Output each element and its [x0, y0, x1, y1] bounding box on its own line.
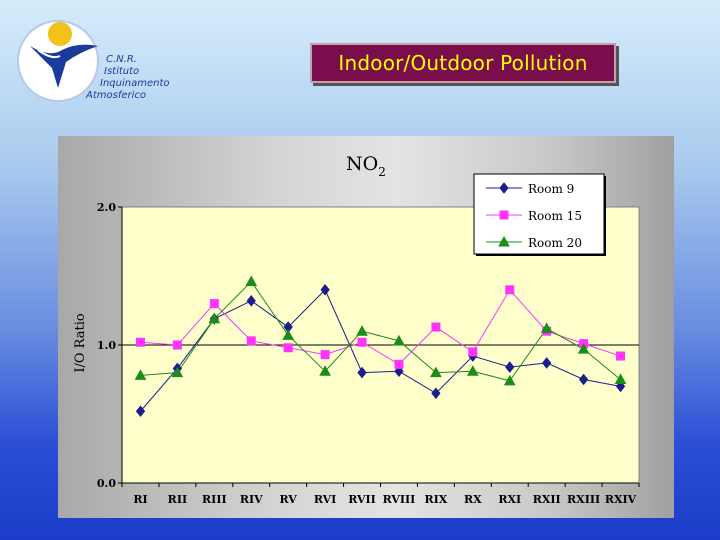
- logo-emblem-icon: [17, 20, 99, 102]
- x-tick-label: RXIII: [567, 493, 600, 506]
- x-tick-label: RII: [168, 493, 187, 506]
- data-point-room-20: [245, 275, 258, 287]
- data-point-room-15: [320, 350, 330, 360]
- logo-line-2: Istituto: [104, 66, 140, 77]
- data-point-room-20: [466, 365, 479, 376]
- x-tick-label: RIX: [424, 493, 447, 506]
- series-line-room-20: [140, 280, 621, 382]
- y-tick-label: 2.0: [97, 201, 116, 214]
- x-tick-label: RXII: [533, 493, 561, 506]
- legend-marker: [498, 235, 510, 247]
- chart-panel: NO2 I/O Ratio 0.0 1.0 2.0 RI RII RIII RIV RV RVI…: [58, 136, 674, 518]
- data-point-room-20: [503, 374, 516, 386]
- data-point-room-20: [134, 369, 147, 380]
- data-point-room-20: [393, 334, 405, 346]
- no2-chart: NO2 I/O Ratio 0.0 1.0 2.0 RI RII RIII RIV RV RVI…: [73, 153, 640, 506]
- data-point-room-20: [577, 343, 590, 354]
- data-point-room-9: [578, 373, 589, 386]
- logo-line-3: Inquinamento: [100, 78, 170, 89]
- data-point-room-15: [616, 351, 626, 361]
- legend-marker: [499, 182, 509, 194]
- y-tick-label: 0.0: [97, 477, 116, 490]
- x-tick-label: RXIV: [605, 493, 637, 506]
- x-tick-label: RXI: [498, 493, 521, 506]
- legend-marker: [499, 210, 509, 220]
- data-point-room-15: [394, 359, 404, 369]
- legend-label: Room 20: [528, 236, 582, 250]
- x-tick-label: RVIII: [383, 493, 416, 506]
- x-tick-label: RVII: [348, 493, 376, 506]
- data-point-room-15: [283, 343, 293, 353]
- x-tick-label: RIV: [240, 493, 263, 506]
- data-point-room-20: [319, 365, 331, 376]
- data-point-room-20: [282, 329, 295, 340]
- x-tick-label: RVI: [314, 493, 336, 506]
- series-line-room-9: [140, 288, 621, 412]
- data-point-room-15: [505, 285, 515, 295]
- y-axis-label: I/O Ratio: [73, 313, 88, 373]
- data-point-room-20: [208, 312, 221, 324]
- data-point-room-9: [135, 405, 146, 418]
- cnr-logo: C.N.R. Istituto Inquinamento Atmosferico: [16, 16, 176, 106]
- series-line-room-15: [140, 288, 621, 365]
- logo-line-1: C.N.R.: [106, 54, 137, 65]
- legend-box: [473, 173, 605, 255]
- data-point-room-20: [171, 366, 184, 378]
- data-point-room-20: [430, 366, 442, 378]
- chart-title: NO2: [346, 153, 386, 179]
- data-point-room-9: [431, 387, 441, 400]
- data-point-room-15: [357, 337, 367, 347]
- data-point-room-20: [540, 322, 553, 333]
- data-point-room-15: [468, 347, 478, 357]
- data-point-room-15: [431, 322, 441, 332]
- y-tick-label: 1.0: [97, 339, 116, 352]
- chart-title-subscript: 2: [378, 165, 386, 179]
- slide-title: Indoor/Outdoor Pollution: [338, 51, 588, 75]
- x-tick-label: RX: [464, 493, 482, 506]
- x-tick-label: RV: [280, 493, 298, 506]
- legend-label: Room 15: [528, 209, 582, 223]
- data-point-room-9: [505, 361, 515, 373]
- data-point-room-20: [356, 325, 368, 336]
- data-point-room-9: [320, 283, 330, 296]
- logo-line-4: Atmosferico: [86, 90, 147, 101]
- data-point-room-9: [246, 295, 256, 307]
- x-tick-label: RI: [133, 493, 147, 506]
- data-point-room-9: [357, 366, 367, 379]
- data-point-room-15: [246, 336, 256, 346]
- data-point-room-15: [209, 299, 219, 309]
- slide-title-box: Indoor/Outdoor Pollution: [310, 43, 616, 83]
- legend-label: Room 9: [528, 182, 574, 196]
- data-point-room-15: [135, 337, 145, 347]
- data-point-room-15: [172, 340, 182, 350]
- x-tick-label: RIII: [202, 493, 227, 506]
- data-point-room-9: [542, 357, 552, 369]
- data-point-room-20: [614, 373, 627, 384]
